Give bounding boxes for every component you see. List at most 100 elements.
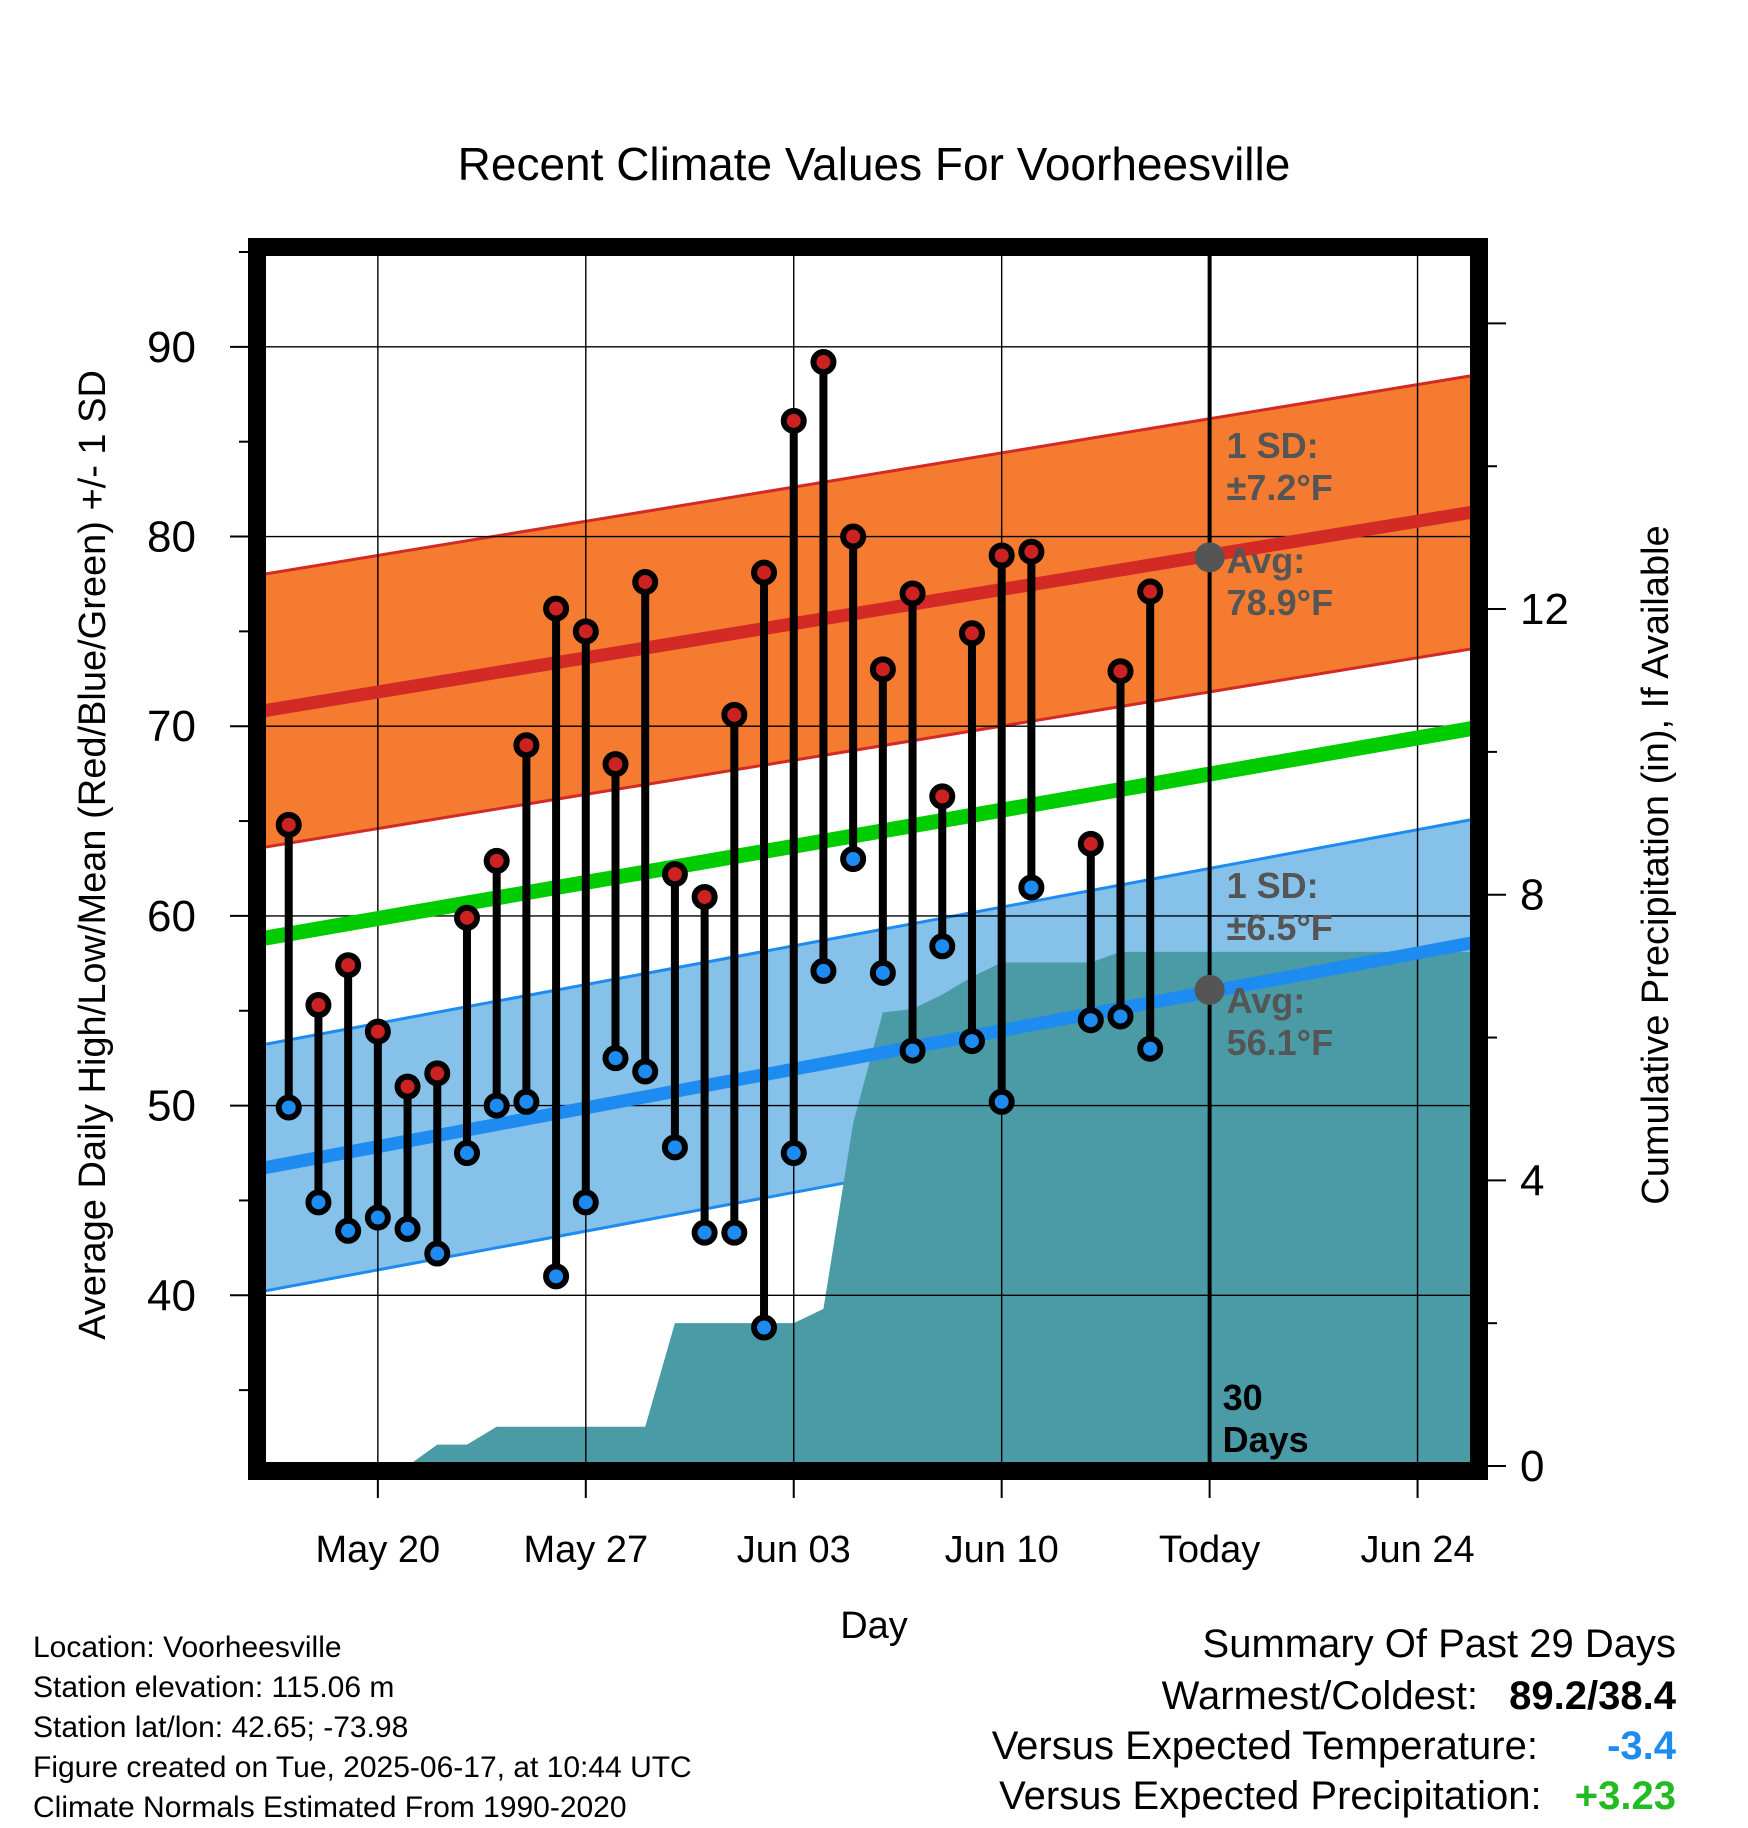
- location-text: Location: Voorheesville: [33, 1631, 342, 1664]
- precip-label: Versus Expected Precipitation:: [999, 1774, 1542, 1818]
- high-avg-label: Avg:: [1227, 540, 1306, 581]
- normal-mean-line: [262, 720, 1474, 947]
- y-right-tick-label: 12: [1520, 585, 1569, 634]
- x-tick-label: May 20: [316, 1529, 441, 1571]
- daily-high-point: [691, 883, 718, 910]
- daily-high-point: [513, 732, 540, 759]
- low-avg-label: Avg:: [1227, 980, 1306, 1021]
- daily-low-point: [958, 1028, 985, 1055]
- daily-high-point: [840, 523, 867, 550]
- daily-high-point: [543, 595, 570, 622]
- daily-low-point: [780, 1140, 807, 1167]
- y-axis-label-left: Average Daily High/Low/Mean (Red/Blue/Gr…: [72, 370, 114, 1340]
- daily-low-point: [453, 1140, 480, 1167]
- daily-high-point: [780, 407, 807, 434]
- daily-high-point: [483, 847, 510, 874]
- low-sd-value: ±6.5°F: [1227, 907, 1333, 948]
- x-tick-label: Jun 10: [945, 1529, 1059, 1571]
- y-right-tick-label: 0: [1520, 1442, 1544, 1491]
- daily-low-point: [840, 846, 867, 872]
- daily-low-point: [1077, 1007, 1104, 1034]
- high-sd-label: 1 SD:: [1227, 425, 1319, 466]
- x-tick-label: Jun 24: [1361, 1529, 1475, 1571]
- today-days-number: 30: [1223, 1377, 1263, 1418]
- warmest-coldest-value: 89.2/38.4: [1509, 1674, 1676, 1718]
- daily-high-point: [988, 542, 1015, 569]
- low-sd-label: 1 SD:: [1227, 865, 1319, 906]
- daily-high-point: [424, 1060, 451, 1087]
- daily-high-point: [751, 559, 778, 586]
- daily-low-point: [691, 1219, 718, 1246]
- summary-precipitation: Versus Expected Precipitation: +3.23: [999, 1774, 1676, 1819]
- daily-low-point: [572, 1189, 599, 1216]
- daily-low-point: [661, 1134, 688, 1161]
- x-axis-label: Day: [840, 1605, 908, 1647]
- daily-high-point: [899, 580, 926, 607]
- today-days-label: Days: [1223, 1419, 1309, 1460]
- daily-high-point: [335, 952, 362, 979]
- daily-low-point: [543, 1263, 570, 1290]
- daily-high-point: [869, 656, 896, 683]
- daily-low-point: [988, 1088, 1015, 1115]
- chart-title: Recent Climate Values For Voorheesville: [458, 138, 1291, 190]
- warmest-coldest-label: Warmest/Coldest:: [1161, 1674, 1479, 1718]
- y-left-tick-label: 50: [147, 1082, 196, 1131]
- temp-label: Versus Expected Temperature:: [991, 1724, 1538, 1768]
- daily-low-point: [810, 957, 837, 984]
- daily-high-point: [958, 620, 985, 647]
- daily-low-point: [394, 1215, 421, 1242]
- daily-high-point: [661, 861, 688, 888]
- daily-high-point: [810, 349, 837, 376]
- daily-high-point: [929, 783, 956, 810]
- x-tick-label: Jun 03: [737, 1529, 851, 1571]
- daily-low-point: [1107, 1003, 1134, 1030]
- daily-high-point: [275, 811, 302, 838]
- daily-high-point: [1077, 830, 1104, 857]
- y-axis-label-right: Cumulative Precipitation (in), If Availa…: [1635, 525, 1677, 1204]
- y-left-tick-label: 60: [147, 892, 196, 941]
- summary-title: Summary Of Past 29 Days: [1202, 1622, 1676, 1666]
- daily-low-point: [513, 1088, 540, 1115]
- station-info: Location: Voorheesville Station elevatio…: [33, 1628, 692, 1828]
- daily-low-point: [275, 1094, 302, 1121]
- y-right-tick-label: 8: [1520, 871, 1544, 920]
- daily-high-point: [632, 569, 659, 596]
- today-high-avg-dot: [1194, 542, 1225, 573]
- daily-low-point: [305, 1189, 332, 1216]
- temp-value: -3.4: [1607, 1724, 1676, 1768]
- created-text: Figure created on Tue, 2025-06-17, at 10…: [33, 1751, 692, 1784]
- high-avg-value: 78.9°F: [1227, 582, 1333, 623]
- today-low-avg-dot: [1194, 974, 1225, 1005]
- daily-low-point: [335, 1217, 362, 1244]
- y-left-tick-label: 90: [147, 323, 196, 372]
- daily-high-point: [721, 701, 748, 728]
- daily-low-point: [602, 1045, 629, 1072]
- daily-low-point: [1018, 874, 1045, 901]
- daily-high-point: [572, 618, 599, 645]
- daily-low-point: [364, 1204, 391, 1231]
- daily-low-point: [1137, 1035, 1164, 1062]
- daily-high-point: [1107, 658, 1134, 685]
- summary-temperature: Versus Expected Temperature: -3.4: [992, 1724, 1676, 1769]
- daily-high-point: [394, 1073, 421, 1100]
- daily-low-point: [929, 933, 956, 960]
- daily-low-point: [869, 959, 896, 986]
- daily-low-point: [483, 1092, 510, 1119]
- precip-value: +3.23: [1574, 1774, 1676, 1818]
- elevation-text: Station elevation: 115.06 m: [33, 1671, 395, 1704]
- x-tick-label: May 27: [523, 1529, 648, 1571]
- y-left-tick-label: 70: [147, 702, 196, 751]
- low-avg-value: 56.1°F: [1227, 1022, 1333, 1063]
- plot-frame: [248, 238, 1488, 1480]
- y-right-tick-label: 4: [1520, 1156, 1544, 1205]
- x-tick-label: Today: [1159, 1529, 1260, 1571]
- daily-low-point: [751, 1314, 778, 1341]
- normal-high-line: [262, 505, 1474, 718]
- daily-high-point: [602, 751, 629, 778]
- latlon-text: Station lat/lon: 42.65; -73.98: [33, 1711, 409, 1744]
- daily-low-point: [424, 1240, 451, 1267]
- y-left-tick-label: 40: [147, 1271, 196, 1320]
- daily-high-point: [305, 992, 332, 1019]
- daily-low-point: [632, 1058, 659, 1085]
